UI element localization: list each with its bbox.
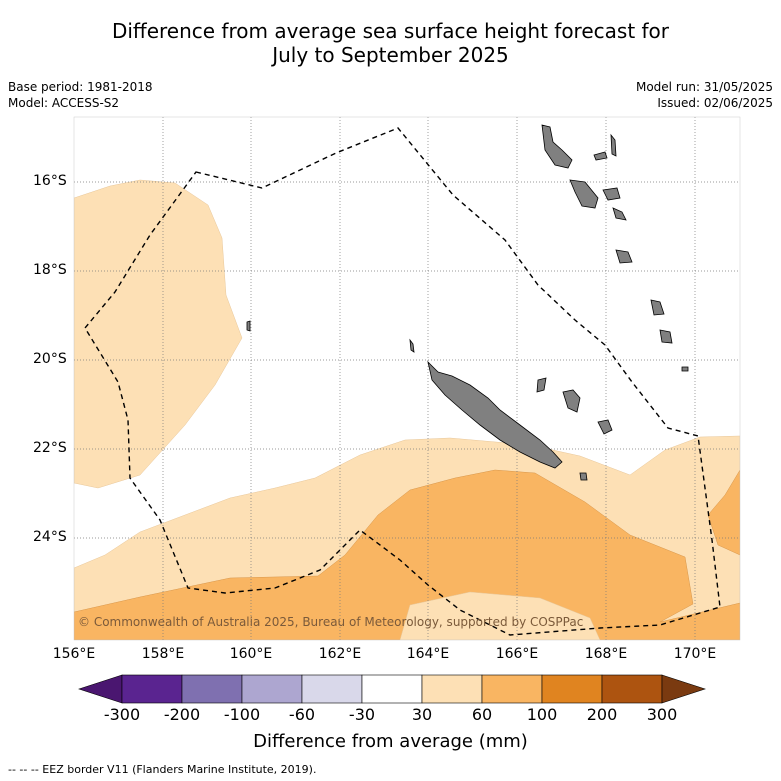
colorbar-extend-low [78,674,123,704]
meta-right: Model run: 31/05/2025 Issued: 02/06/2025 [636,79,773,111]
title-line-2: July to September 2025 [272,43,509,67]
anomaly-region-60-100 [74,469,740,640]
lon-label-166: 166°E [495,646,539,662]
colorbar-swatch-3 [241,674,303,704]
colorbar-tick: 200 [586,705,618,724]
loyalty-island-1 [562,389,581,413]
colorbar-tick: -30 [348,705,376,724]
loyalty-island-2 [597,419,613,435]
vanuatu-efate [602,187,621,201]
graticule [74,117,740,640]
lon-label-168: 168°E [584,646,628,662]
vanuatu-erromango [650,299,665,316]
small-island-south [579,472,588,481]
colorbar-tick: -60 [288,705,316,724]
vanuatu-island-a [593,151,608,161]
small-island-north-nc [409,338,415,353]
small-island-west [246,320,251,332]
colorbar-tick: 300 [646,705,678,724]
small-island-east [681,366,689,372]
new-caledonia [427,360,563,469]
colorbar-swatch-2 [181,674,243,704]
colorbar-swatch-6 [421,674,483,704]
colorbar-tick: -100 [223,705,261,724]
anomaly-region-30-60-west [74,179,243,489]
lat-label-24s: 24°S [33,529,67,545]
vanuatu-tanna [615,249,633,264]
vanuatu-espiritu-santo [541,124,573,169]
colorbar-swatch-5 [361,674,423,704]
lon-label-162: 162°E [318,646,362,662]
colorbar-tick: 30 [411,705,433,724]
anomaly-region-60-100-east [707,469,740,556]
lat-label-18s: 18°S [33,262,67,278]
lat-label-22s: 22°S [33,440,67,456]
colorbar-tick: 100 [526,705,558,724]
map-frame [73,116,741,641]
model-run: Model run: 31/05/2025 [635,80,773,94]
loyalty-island-3 [536,377,547,393]
colorbar-swatch-1 [121,674,183,704]
copyright-text: © Commonwealth of Australia 2025, Bureau… [78,615,583,629]
lon-label-156: 156°E [52,646,96,662]
eez-footnote: -- -- -- EEZ border V11 (Flanders Marine… [8,763,317,776]
anomaly-region-30-60-patch [399,591,601,640]
model-name: Model: ACCESS-S2 [8,96,120,110]
colorbar-title: Difference from average (mm) [253,731,528,752]
vanuatu-island-b [610,133,617,157]
colorbar-swatch-9 [601,674,663,704]
lon-label-170: 170°E [673,646,717,662]
colorbar-swatch-7 [481,674,543,704]
issued-date: Issued: 02/06/2025 [657,96,773,110]
colorbar-tick: 60 [471,705,493,724]
map-area: © Commonwealth of Australia 2025, Bureau… [74,117,740,640]
eez-border [84,127,721,636]
colorbar-swatch-4 [301,674,363,704]
colorbar-tick: -300 [103,705,141,724]
vanuatu-island-c [612,207,627,221]
colorbar-tick: -200 [163,705,201,724]
meta-left: Base period: 1981-2018 Model: ACCESS-S2 [8,79,153,111]
vanuatu-malekula [569,179,599,209]
colorbar-swatch-8 [541,674,603,704]
vanuatu-anatom [659,329,673,344]
lat-label-20s: 20°S [33,351,67,367]
base-period: Base period: 1981-2018 [8,80,153,94]
lon-label-164: 164°E [406,646,450,662]
lon-label-158: 158°E [141,646,185,662]
lat-label-16s: 16°S [33,173,67,189]
lon-label-160: 160°E [229,646,273,662]
land-masses [246,124,689,481]
colorbar-extend-high [661,674,706,704]
title-line-1: Difference from average sea surface heig… [111,19,670,43]
